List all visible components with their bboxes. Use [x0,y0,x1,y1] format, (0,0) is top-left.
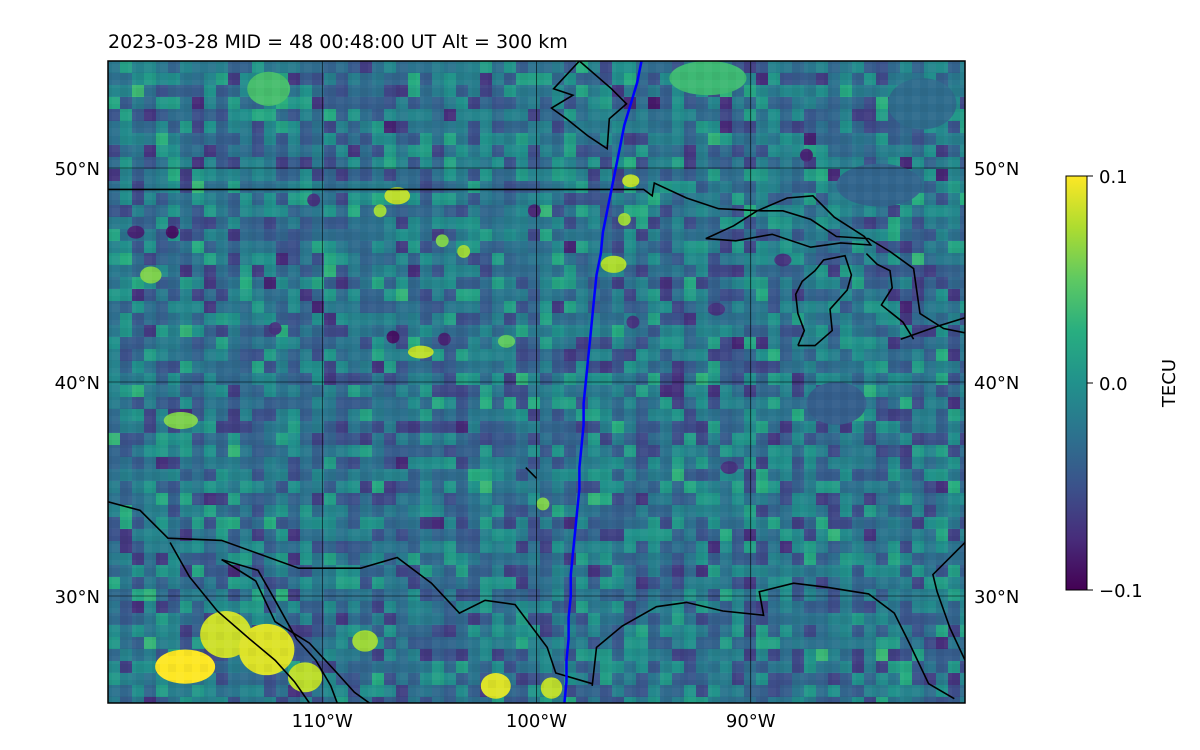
gridlines [108,61,965,703]
satellite-track [563,61,643,703]
coastline [221,558,370,703]
coastline [705,194,873,249]
coastline [865,253,915,340]
y-tick-label-left: 30°N [55,587,100,608]
coastline [221,558,338,703]
coastline [900,317,965,340]
y-tick-label-right: 50°N [974,159,1019,180]
coastline [932,541,965,661]
x-tick-label: 100°W [506,711,567,732]
coastline [794,254,853,347]
coastlines [108,61,965,703]
colorbar-tick-label: −0.1 [1099,581,1143,602]
colorbar-gradient [1065,175,1088,591]
coastline [591,582,955,700]
coastline [108,181,965,334]
coastline [550,61,628,151]
y-tick-labels: 30°N 30°N 40°N 40°N 50°N 50°N [55,159,1020,608]
x-tick-label: 110°W [292,711,353,732]
coastline [525,467,538,479]
colorbar: 0.1 0.0 −0.1 TECU [1065,167,1180,602]
coastline [108,501,593,685]
y-tick-label-left: 40°N [55,373,100,394]
y-tick-label-right: 40°N [974,373,1019,394]
colorbar-label: TECU [1159,359,1180,408]
heatmap-area [108,61,965,703]
chart-title: 2023-03-28 MID = 48 00:48:00 UT Alt = 30… [108,31,568,53]
x-tick-labels: 110°W 100°W 90°W [292,711,776,732]
colorbar-tick-label: 0.1 [1099,167,1128,188]
axes-frame [107,60,966,704]
y-tick-label-right: 30°N [974,587,1019,608]
y-tick-label-left: 50°N [55,159,100,180]
x-tick-label: 90°W [726,711,776,732]
colorbar-tick-label: 0.0 [1099,374,1128,395]
coastline [169,542,311,703]
colorbar-ticks: 0.1 0.0 −0.1 [1087,167,1143,602]
